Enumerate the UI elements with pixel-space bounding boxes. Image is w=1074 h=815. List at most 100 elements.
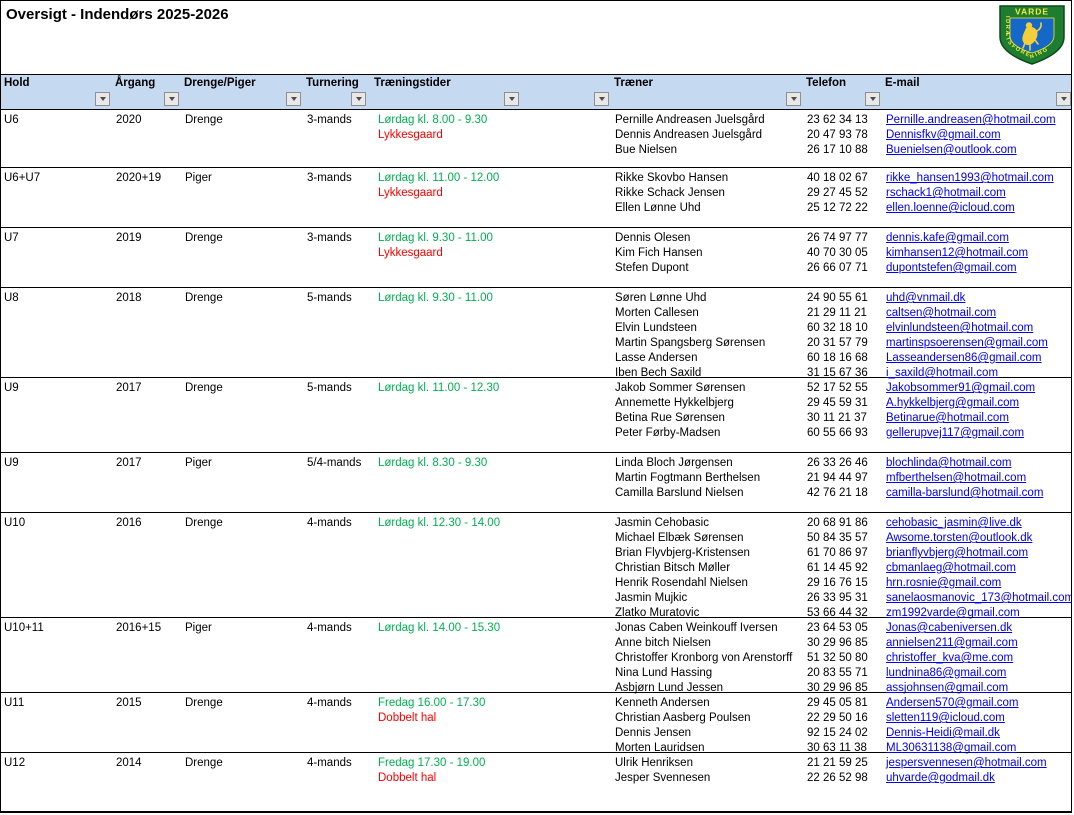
filter-button-blank[interactable] xyxy=(594,92,609,106)
turnering-cell: 4-mands xyxy=(307,697,352,709)
filter-button-drenge-piger[interactable] xyxy=(286,92,301,106)
trainer-email-link[interactable]: ellen.loenne@icloud.com xyxy=(886,202,1015,214)
venue-note: Lykkesgaard xyxy=(378,129,443,141)
trainer-email-link[interactable]: ML30631138@gmail.com xyxy=(886,742,1017,754)
table-header: Hold Årgang Drenge/Piger Turnering Træni… xyxy=(1,75,1071,110)
trainer-phones-cell: 26 74 97 77 40 70 30 05 26 66 07 71 xyxy=(803,228,882,287)
argang-cell: 2016 xyxy=(116,517,142,529)
filter-button-argang[interactable] xyxy=(164,92,179,106)
filter-button-turnering[interactable] xyxy=(351,92,366,106)
trainer-email-link[interactable]: Buenielsen@outlook.com xyxy=(886,144,1017,156)
trainer-email-link[interactable]: lundnina86@gmail.com xyxy=(886,667,1007,679)
trainer-email-link[interactable]: blochlinda@hotmail.com xyxy=(886,457,1012,469)
trainer-email-link[interactable]: assjohnsen@gmail.com xyxy=(886,682,1009,694)
column-header-traener: Træner xyxy=(611,75,803,109)
turnering-cell: 3-mands xyxy=(307,114,352,126)
trainer-phone: 60 18 16 68 xyxy=(807,352,868,364)
spacer-cell xyxy=(521,693,611,756)
trainer-email-link[interactable]: rikke_hansen1993@hotmail.com xyxy=(886,172,1054,184)
filter-button-telefon[interactable] xyxy=(865,92,880,106)
column-header-label: Drenge/Piger xyxy=(184,77,256,89)
trainer-email-link[interactable]: hrn.rosnie@gmail.com xyxy=(886,577,1002,589)
venue-note: Lykkesgaard xyxy=(378,187,443,199)
trainer-email-link[interactable]: Betinarue@hotmail.com xyxy=(886,412,1009,424)
trainer-email-link[interactable]: sletten119@icloud.com xyxy=(886,712,1005,724)
trainer-email-link[interactable]: gellerupvej117@gmail.com xyxy=(886,427,1025,439)
training-time: Lørdag kl. 14.00 - 15.30 xyxy=(378,622,501,634)
argang-cell: 2020 xyxy=(116,114,142,126)
turnering-cell: 5-mands xyxy=(307,292,352,304)
trainer-email-link[interactable]: sanelaosmanovic_173@hotmail.com xyxy=(886,592,1072,604)
trainer-email-link[interactable]: uhvarde@godmail.dk xyxy=(886,772,995,784)
trainer-phones-cell: 21 21 59 25 22 26 52 98 xyxy=(803,753,882,811)
trainer-email-link[interactable]: Andersen570@gmail.com xyxy=(886,697,1019,709)
trainer-phone: 30 11 21 37 xyxy=(807,412,867,424)
trainer-email-link[interactable]: brianflyvbjerg@hotmail.com xyxy=(886,547,1029,559)
trainer-email-link[interactable]: Jakobsommer91@gmail.com xyxy=(886,382,1036,394)
trainer-email-link[interactable]: zm1992varde@gmail.com xyxy=(886,607,1020,619)
trainer-email-link[interactable]: Awsome.torsten@outlook.dk xyxy=(886,532,1033,544)
filter-button-traener[interactable] xyxy=(786,92,801,106)
filter-button-hold[interactable] xyxy=(95,92,110,106)
trainer-email-link[interactable]: jespersvennesen@hotmail.com xyxy=(886,757,1047,769)
trainer-phones-cell: 40 18 02 67 29 27 45 52 25 12 72 22 xyxy=(803,168,882,227)
trainer-phone: 61 70 86 97 xyxy=(807,547,868,559)
trainer-email-link[interactable]: rschack1@hotmail.com xyxy=(886,187,1006,199)
trainer-email-link[interactable]: annielsen211@gmail.com xyxy=(886,637,1018,649)
trainer-email-link[interactable]: caltsen@hotmail.com xyxy=(886,307,997,319)
trainer-email-link[interactable]: cehobasic_jasmin@live.dk xyxy=(886,517,1022,529)
trainer-names-cell: Dennis Olesen Kim Fich Hansen Stefen Dupon… xyxy=(611,228,803,287)
filter-button-traeningstider[interactable] xyxy=(504,92,519,106)
trainer-name: Elvin Lundsteen xyxy=(615,322,697,334)
trainer-name: Søren Lønne Uhd xyxy=(615,292,707,304)
trainer-phones-cell: 20 68 91 86 50 84 35 57 61 70 86 97 61 14 4… xyxy=(803,513,882,621)
spacer-cell xyxy=(521,513,611,621)
trainer-phone: 20 68 91 86 xyxy=(807,517,868,529)
trainer-phones-cell: 52 17 52 55 29 45 59 31 30 11 21 37 60 55 6… xyxy=(803,378,882,452)
trainer-email-link[interactable]: uhd@vnmail.dk xyxy=(886,292,966,304)
trainer-email-link[interactable]: cbmanlaeg@hotmail.com xyxy=(886,562,1016,574)
turnering-cell: 5-mands xyxy=(307,382,352,394)
gender-cell: Piger xyxy=(185,622,212,634)
trainer-name: Jasmin Cehobasic xyxy=(615,517,709,529)
trainer-email-link[interactable]: Jonas@cabeniversen.dk xyxy=(886,622,1013,634)
trainer-email-link[interactable]: Pernille.andreasen@hotmail.com xyxy=(886,114,1056,126)
chevron-down-icon xyxy=(869,97,876,101)
chevron-down-icon xyxy=(598,97,605,101)
trainer-email-link[interactable]: Dennis-Heidi@mail.dk xyxy=(886,727,1000,739)
filter-button-email[interactable] xyxy=(1056,92,1071,106)
trainer-email-link[interactable]: elvinlundsteen@hotmail.com xyxy=(886,322,1034,334)
trainer-email-link[interactable]: dennis.kafe@gmail.com xyxy=(886,232,1009,244)
turnering-cell: 3-mands xyxy=(307,232,352,244)
trainer-name: Martin Spangsberg Sørensen xyxy=(615,337,766,349)
trainer-phone: 20 83 55 71 xyxy=(807,667,868,679)
trainer-email-link[interactable]: martinspsoerensen@gmail.com xyxy=(886,337,1048,349)
team-row: U6 2020 Drenge 3-mands Lørdag kl. 8.00 - 9.3… xyxy=(1,110,1071,168)
trainer-emails-cell: uhd@vnmail.dk caltsen@hotmail.com elvinlun… xyxy=(882,288,1071,381)
trainer-email-link[interactable]: kimhansen12@hotmail.com xyxy=(886,247,1029,259)
trainer-phone: 42 76 21 18 xyxy=(807,487,868,499)
trainer-email-link[interactable]: Dennisfkv@gmail.com xyxy=(886,129,1001,141)
trainer-name: Anne bitch Nielsen xyxy=(615,637,711,649)
trainer-name: Henrik Rosendahl Nielsen xyxy=(615,577,748,589)
team-row: U11 2015 Drenge 4-mands Fredag 16.00 - 17.30… xyxy=(1,693,1071,756)
trainer-email-link[interactable]: Lasseandersen86@gmail.com xyxy=(886,352,1042,364)
trainer-emails-cell: rikke_hansen1993@hotmail.com rschack1@hot… xyxy=(882,168,1071,227)
argang-cell: 2015 xyxy=(116,697,142,709)
trainer-names-cell: Pernille Andreasen Juelsgård Dennis Andre… xyxy=(611,110,803,167)
title-bar: Oversigt - Indendørs 2025-2026 VARDE IDR… xyxy=(1,1,1071,75)
hold-cell: U9 xyxy=(4,382,19,394)
gender-cell: Drenge xyxy=(185,757,223,769)
trainer-name: Lasse Andersen xyxy=(615,352,698,364)
trainer-email-link[interactable]: camilla-barslund@hotmail.com xyxy=(886,487,1044,499)
trainer-phone: 40 70 30 05 xyxy=(807,247,868,259)
trainer-email-link[interactable]: i_saxild@hotmail.com xyxy=(886,367,999,379)
trainer-name: Nina Lund Hassing xyxy=(615,667,713,679)
trainer-email-link[interactable]: christoffer_kva@me.com xyxy=(886,652,1014,664)
trainer-phone: 26 66 07 71 xyxy=(807,262,868,274)
training-time: Lørdag kl. 12.30 - 14.00 xyxy=(378,517,501,529)
trainer-email-link[interactable]: A.hykkelbjerg@gmail.com xyxy=(886,397,1020,409)
trainer-email-link[interactable]: mfberthelsen@hotmail.com xyxy=(886,472,1027,484)
turnering-cell: 3-mands xyxy=(307,172,352,184)
trainer-email-link[interactable]: dupontstefen@gmail.com xyxy=(886,262,1017,274)
